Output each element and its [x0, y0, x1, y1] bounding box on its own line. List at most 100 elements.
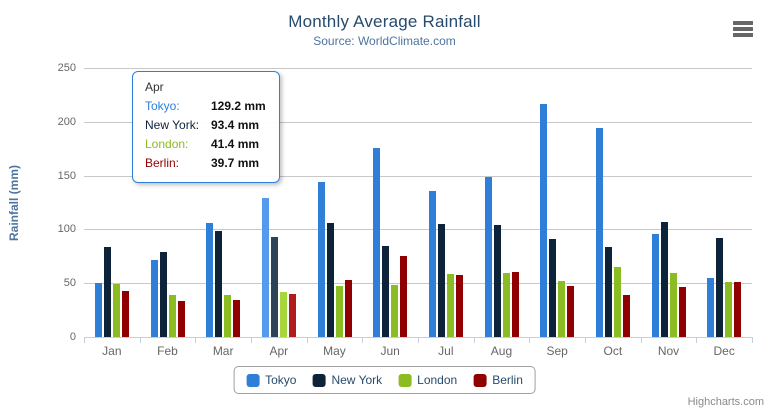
- legend-item-london[interactable]: London: [398, 373, 457, 387]
- x-axis-tick: [640, 337, 642, 343]
- legend-item-tokyo[interactable]: Tokyo: [246, 373, 296, 387]
- bar-tokyo-jun[interactable]: [373, 147, 381, 337]
- tooltip: Apr Tokyo: 129.2 mm New York: 93.4 mm London…: [132, 71, 280, 183]
- x-axis-tick: [418, 337, 419, 343]
- legend-label: London: [417, 373, 458, 387]
- tooltip-series-value: 39.7 mm: [211, 156, 260, 170]
- bar-tokyo-jul[interactable]: [428, 191, 436, 337]
- hamburger-bar: [733, 33, 753, 37]
- bar-london-apr[interactable]: [279, 292, 287, 337]
- x-axis-label-sep: Sep: [546, 344, 568, 358]
- bar-new-york-oct[interactable]: [604, 247, 612, 337]
- hamburger-bar: [733, 27, 753, 31]
- y-gridline: [84, 229, 752, 231]
- bar-new-york-sep[interactable]: [549, 238, 557, 337]
- export-menu-icon[interactable]: [733, 21, 753, 37]
- bar-new-york-dec[interactable]: [716, 237, 724, 337]
- bar-tokyo-dec[interactable]: [707, 278, 715, 337]
- legend-item-new-york[interactable]: New York: [312, 373, 382, 387]
- tooltip-series-value: 129.2 mm: [211, 99, 266, 113]
- bar-berlin-jul[interactable]: [455, 275, 463, 337]
- bar-new-york-jun[interactable]: [382, 246, 390, 337]
- x-axis-tick: [139, 337, 141, 343]
- x-axis-label-dec: Dec: [713, 344, 735, 358]
- bar-new-york-nov[interactable]: [660, 222, 668, 337]
- bar-new-york-aug[interactable]: [493, 224, 501, 337]
- bar-london-dec[interactable]: [725, 281, 733, 337]
- chart-subtitle: Source: WorldClimate.com: [313, 34, 456, 48]
- bar-berlin-may[interactable]: [344, 280, 352, 337]
- bar-london-oct[interactable]: [613, 266, 621, 337]
- bar-new-york-jul[interactable]: [437, 224, 445, 337]
- y-gridline: [84, 283, 752, 285]
- y-axis-tick-label: 100: [57, 223, 76, 236]
- bar-berlin-dec[interactable]: [734, 282, 742, 337]
- x-axis-tick: [251, 337, 252, 343]
- x-axis-label-jul: Jul: [438, 344, 454, 358]
- bar-london-mar[interactable]: [224, 294, 232, 337]
- bar-tokyo-feb[interactable]: [150, 260, 158, 337]
- bar-new-york-apr[interactable]: [270, 236, 278, 337]
- legend-label: Tokyo: [265, 373, 297, 387]
- bar-berlin-oct[interactable]: [622, 294, 630, 337]
- bar-tokyo-apr[interactable]: [261, 197, 269, 337]
- x-axis-label-mar: Mar: [212, 344, 234, 358]
- y-gridline: [84, 121, 752, 123]
- tooltip-series-label: New York:: [145, 118, 200, 132]
- x-axis-tick: [306, 337, 308, 343]
- legend-label: New York: [331, 373, 383, 387]
- tooltip-series-value: 93.4 mm: [211, 118, 260, 132]
- bar-london-feb[interactable]: [168, 295, 176, 337]
- y-axis-tick-label: 250: [57, 62, 76, 74]
- bar-tokyo-aug[interactable]: [484, 177, 492, 337]
- tooltip-series-value: 41.4 mm: [211, 137, 260, 151]
- y-axis-tick-label: 200: [57, 115, 76, 128]
- y-axis-tick-label: 50: [63, 277, 76, 290]
- tooltip-header: Apr: [145, 80, 164, 94]
- bar-tokyo-jan[interactable]: [94, 283, 102, 337]
- bar-berlin-nov[interactable]: [678, 286, 686, 337]
- x-axis-tick: [696, 337, 698, 343]
- x-axis-label-may: May: [323, 344, 346, 358]
- legend: Tokyo New York London Berlin: [233, 366, 536, 394]
- bar-tokyo-nov[interactable]: [651, 234, 659, 337]
- credits-link[interactable]: Highcharts.com: [687, 396, 764, 408]
- x-axis-tick: [195, 337, 197, 343]
- tooltip-row: London: 41.4 mm: [145, 137, 269, 151]
- bar-berlin-sep[interactable]: [567, 285, 575, 337]
- x-axis-label-nov: Nov: [657, 344, 680, 358]
- bar-tokyo-sep[interactable]: [540, 104, 548, 337]
- bar-berlin-feb[interactable]: [177, 301, 185, 337]
- tooltip-row: New York: 93.4 mm: [145, 118, 269, 132]
- y-gridline: [84, 68, 752, 69]
- tooltip-row: Berlin: 39.7 mm: [145, 156, 269, 170]
- x-axis-tick: [362, 337, 364, 343]
- bar-london-nov[interactable]: [669, 273, 677, 337]
- bar-london-jan[interactable]: [112, 284, 120, 337]
- bar-berlin-apr[interactable]: [288, 294, 296, 337]
- bar-new-york-mar[interactable]: [215, 231, 223, 337]
- bar-london-may[interactable]: [335, 286, 343, 337]
- x-axis-tick: [752, 337, 753, 343]
- bar-london-sep[interactable]: [558, 280, 566, 337]
- x-axis-tick: [84, 337, 85, 343]
- legend-symbol: [398, 373, 412, 387]
- legend-item-berlin[interactable]: Berlin: [473, 373, 523, 387]
- tooltip-row: Tokyo: 129.2 mm: [145, 99, 269, 113]
- bar-london-jul[interactable]: [446, 273, 454, 337]
- bar-tokyo-oct[interactable]: [595, 128, 603, 337]
- bar-new-york-may[interactable]: [326, 222, 334, 337]
- bar-berlin-jun[interactable]: [400, 255, 408, 337]
- bar-berlin-aug[interactable]: [511, 272, 519, 337]
- bar-new-york-feb[interactable]: [159, 252, 167, 337]
- bar-berlin-mar[interactable]: [233, 299, 241, 337]
- bar-berlin-jan[interactable]: [121, 291, 129, 337]
- bar-london-aug[interactable]: [502, 272, 510, 337]
- bar-london-jun[interactable]: [391, 285, 399, 337]
- bar-tokyo-mar[interactable]: [206, 222, 214, 337]
- bar-new-york-jan[interactable]: [103, 247, 111, 337]
- x-axis-label-jan: Jan: [102, 344, 122, 358]
- x-axis-tick: [529, 337, 531, 343]
- bar-tokyo-may[interactable]: [317, 182, 325, 337]
